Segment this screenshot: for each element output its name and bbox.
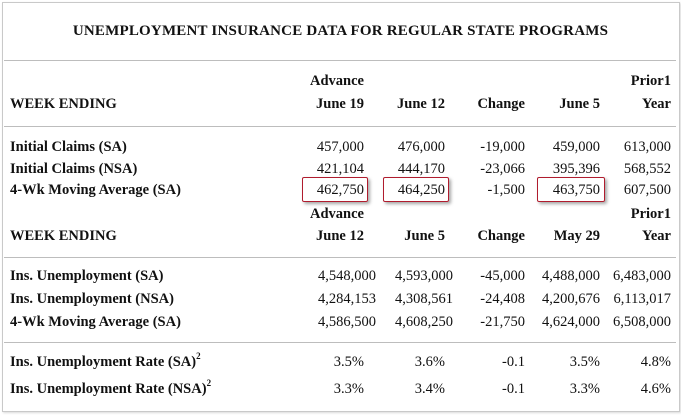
cell: 457,000 [316,139,364,155]
cell: 476,000 [397,139,445,155]
cell: 3.6% [414,354,445,370]
header-col4: May 29 [553,228,600,244]
cell: -0.1 [502,354,525,370]
cell: 444,170 [397,161,445,177]
cell: 4.8% [640,354,671,370]
header-year: Year [642,96,671,112]
cell: 464,250 [397,182,445,198]
header-change: Change [477,96,525,112]
cell: 4,593,000 [395,268,453,284]
cell: 395,396 [552,161,600,177]
header-col1: June 12 [316,228,364,244]
cell: 421,104 [316,161,364,177]
highlight-box [537,177,605,202]
cell: 607,500 [623,182,671,198]
header-col2: June 12 [397,96,445,112]
divider-section2 [4,257,676,258]
cell: 4,624,000 [542,314,600,330]
cell: 4,284,153 [318,291,376,307]
cell: 3.5% [569,354,600,370]
footnote-marker: 2 [206,378,212,388]
header-prior: Prior1 [630,206,671,222]
week-ending-label: WEEK ENDING [10,96,117,112]
header-col4: June 5 [559,96,600,112]
header-prior: Prior1 [630,73,671,89]
table-title: UNEMPLOYMENT INSURANCE DATA FOR REGULAR … [72,23,609,39]
divider-section3 [4,342,676,343]
cell: -1,500 [487,182,525,198]
cell: 568,552 [623,161,671,177]
cell: 6,113,017 [613,291,671,307]
cell: -23,066 [480,161,525,177]
cell: 462,750 [316,182,364,198]
header-col2: June 5 [404,228,445,244]
row-label: Ins. Unemployment (NSA) [10,291,174,307]
week-ending-label: WEEK ENDING [10,228,117,244]
header-advance: Advance [310,73,364,89]
cell: 463,750 [552,182,600,198]
cell: 3.4% [414,381,445,397]
cell: 6,483,000 [613,268,671,284]
cell: 4,548,000 [318,268,376,284]
highlight-box [302,177,368,202]
row-label: Ins. Unemployment Rate (SA)2 [10,351,201,371]
cell: 4,608,250 [395,314,453,330]
row-label-text: Ins. Unemployment Rate (SA) [10,354,197,370]
cell: -0.1 [502,381,525,397]
cell: 459,000 [552,139,600,155]
row-label: Ins. Unemployment (SA) [10,268,164,284]
cell: 4,488,000 [542,268,600,284]
divider-section1 [4,126,676,127]
divider-top [4,60,676,61]
cell: 3.3% [569,381,600,397]
row-label: Ins. Unemployment Rate (NSA)2 [10,378,212,398]
row-label: Initial Claims (NSA) [10,161,138,177]
cell: -45,000 [480,268,525,284]
header-year: Year [642,228,671,244]
row-label: Initial Claims (SA) [10,139,127,155]
cell: 613,000 [623,139,671,155]
cell: 4,308,561 [395,291,453,307]
cell: 3.5% [333,354,364,370]
header-advance: Advance [310,206,364,222]
cell: 4.6% [640,381,671,397]
cell: 3.3% [333,381,364,397]
row-label: 4-Wk Moving Average (SA) [10,182,181,198]
header-col1: June 19 [316,96,364,112]
footnote-marker: 2 [196,351,201,361]
cell: 4,200,676 [542,291,600,307]
header-change: Change [477,228,525,244]
cell: -21,750 [480,314,525,330]
cell: -24,408 [480,291,525,307]
cell: -19,000 [480,139,525,155]
row-label: 4-Wk Moving Average (SA) [10,314,181,330]
cell: 4,586,500 [318,314,376,330]
highlight-box [383,177,449,202]
row-label-text: Ins. Unemployment Rate (NSA) [10,381,207,397]
cell: 6,508,000 [613,314,671,330]
